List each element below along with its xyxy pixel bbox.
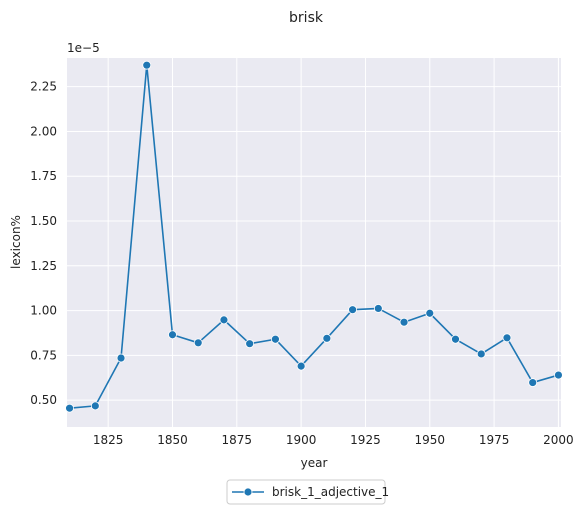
y-tick-label: 2.25	[30, 80, 57, 94]
data-point	[116, 353, 126, 363]
x-tick-label: 1900	[286, 433, 317, 447]
data-point	[322, 333, 332, 343]
y-tick-label: 0.75	[30, 348, 57, 362]
y-tick-label: 1.00	[30, 304, 57, 318]
y-axis-offset-label: 1e−5	[67, 41, 100, 55]
y-tick-label: 1.50	[30, 214, 57, 228]
data-point	[476, 349, 486, 359]
x-tick-label: 1825	[93, 433, 124, 447]
x-tick-label: 1850	[157, 433, 188, 447]
x-axis-label: year	[301, 456, 328, 470]
series-line-group	[69, 64, 559, 409]
y-tick-label: 2.00	[30, 124, 57, 138]
data-point	[528, 378, 538, 387]
legend-point-marker	[243, 487, 253, 497]
data-point	[271, 334, 280, 344]
y-axis-ticks: 0.50 0.75 1.00 1.25 1.50 1.75 2.00 2.25	[30, 80, 57, 407]
data-point	[168, 330, 177, 340]
data-point	[90, 401, 100, 411]
x-tick-label: 1975	[479, 433, 510, 447]
data-point	[65, 403, 74, 413]
data-point	[193, 338, 203, 348]
data-point	[245, 339, 255, 349]
series-points	[65, 60, 563, 413]
legend: brisk_1_adjective_1	[226, 479, 389, 505]
data-point	[425, 308, 435, 318]
data-point	[502, 333, 512, 343]
legend-box	[226, 479, 386, 505]
data-point	[554, 370, 563, 380]
y-tick-label: 1.25	[30, 259, 57, 273]
plot-area	[67, 58, 561, 427]
y-axis-label: lexicon%	[9, 215, 23, 269]
data-point	[142, 60, 152, 70]
data-point	[399, 317, 409, 327]
data-point	[451, 334, 460, 344]
series-line	[69, 64, 559, 409]
data-point	[348, 305, 357, 315]
data-point	[219, 315, 229, 325]
grid-lines	[67, 58, 561, 427]
y-tick-label: 0.50	[30, 393, 57, 407]
x-axis-ticks: 1825 1850 1875 1900 1925 1950 1975 2000	[93, 433, 574, 447]
chart-title: brisk	[289, 10, 324, 26]
x-tick-label: 1875	[222, 433, 253, 447]
data-point	[296, 361, 306, 371]
x-tick-label: 2000	[543, 433, 574, 447]
x-tick-label: 1925	[350, 433, 381, 447]
x-tick-label: 1950	[415, 433, 446, 447]
data-point	[373, 304, 383, 313]
legend-label: brisk_1_adjective_1	[272, 485, 389, 499]
y-tick-label: 1.75	[30, 169, 57, 183]
